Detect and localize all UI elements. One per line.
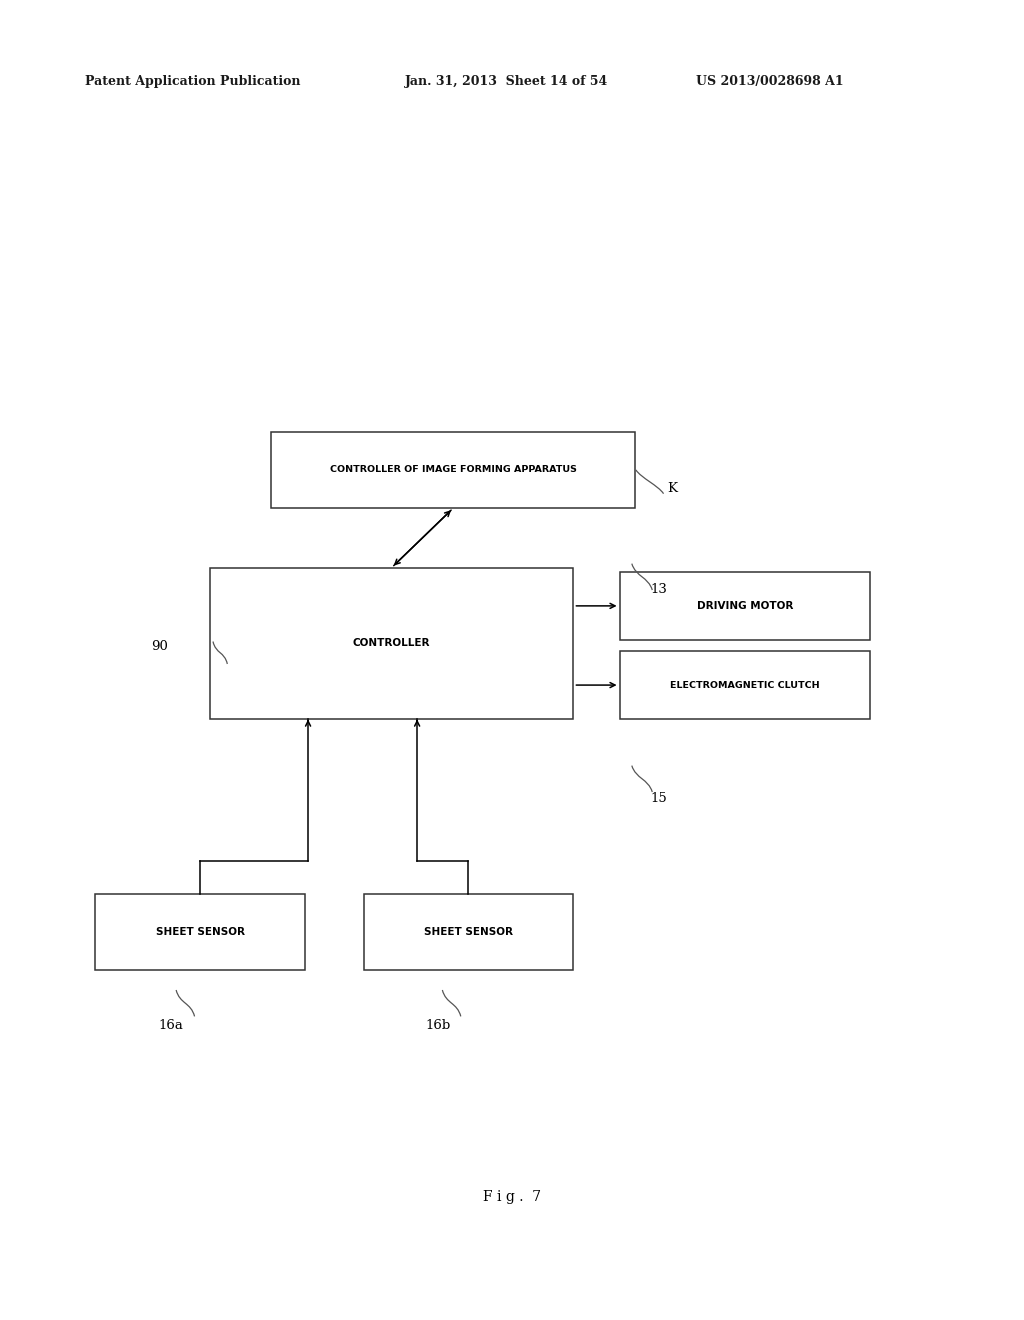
Text: 13: 13 [650, 583, 667, 597]
Text: SHEET SENSOR: SHEET SENSOR [156, 927, 245, 937]
Text: Jan. 31, 2013  Sheet 14 of 54: Jan. 31, 2013 Sheet 14 of 54 [404, 75, 607, 88]
Bar [364, 894, 573, 970]
Text: 16a: 16a [159, 1019, 183, 1032]
Bar [95, 894, 305, 970]
Text: 16b: 16b [425, 1019, 451, 1032]
Bar [620, 572, 870, 640]
Text: ELECTROMAGNETIC CLUTCH: ELECTROMAGNETIC CLUTCH [670, 681, 820, 689]
Text: 90: 90 [152, 640, 168, 653]
Text: CONTROLLER: CONTROLLER [353, 639, 430, 648]
Text: SHEET SENSOR: SHEET SENSOR [424, 927, 513, 937]
Bar [210, 568, 573, 719]
Text: 15: 15 [650, 792, 667, 805]
Bar [271, 432, 635, 508]
Text: US 2013/0028698 A1: US 2013/0028698 A1 [696, 75, 844, 88]
Text: Patent Application Publication: Patent Application Publication [85, 75, 300, 88]
Text: F i g .  7: F i g . 7 [483, 1191, 541, 1204]
Text: K: K [668, 482, 678, 495]
Text: CONTROLLER OF IMAGE FORMING APPARATUS: CONTROLLER OF IMAGE FORMING APPARATUS [330, 466, 577, 474]
Bar [620, 651, 870, 719]
Text: DRIVING MOTOR: DRIVING MOTOR [696, 601, 794, 611]
